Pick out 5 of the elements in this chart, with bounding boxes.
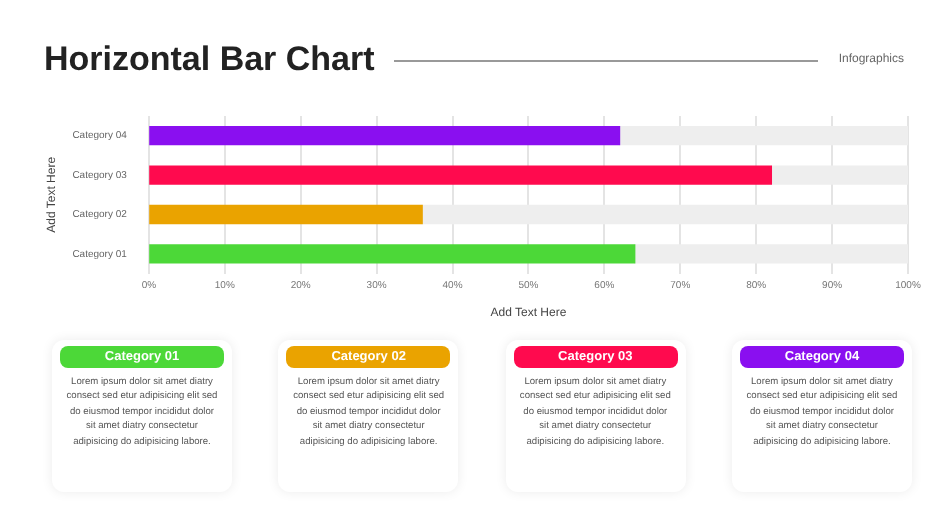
bar (149, 165, 773, 185)
bar (149, 204, 423, 225)
bar (149, 244, 636, 264)
chart-title: Horizontal Bar Chart (44, 40, 375, 80)
bar (149, 126, 621, 146)
